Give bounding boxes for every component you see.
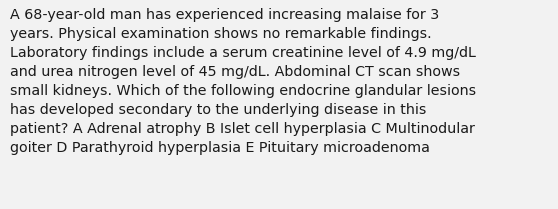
Text: A 68-year-old man has experienced increasing malaise for 3
years. Physical exami: A 68-year-old man has experienced increa…: [10, 8, 476, 155]
